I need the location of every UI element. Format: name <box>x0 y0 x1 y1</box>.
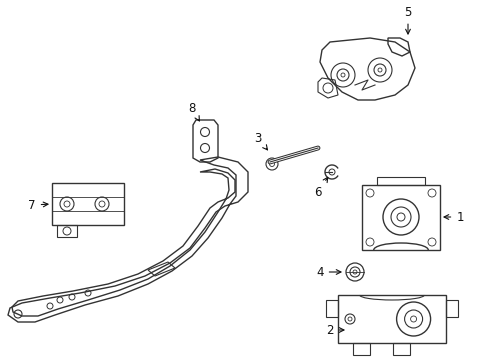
Text: 2: 2 <box>326 324 344 337</box>
Text: 6: 6 <box>314 177 328 198</box>
Text: 4: 4 <box>316 266 341 279</box>
Text: 7: 7 <box>28 198 48 212</box>
Text: 3: 3 <box>254 131 268 150</box>
Text: 8: 8 <box>188 102 199 121</box>
Text: 5: 5 <box>404 5 412 34</box>
Text: 1: 1 <box>444 211 464 224</box>
